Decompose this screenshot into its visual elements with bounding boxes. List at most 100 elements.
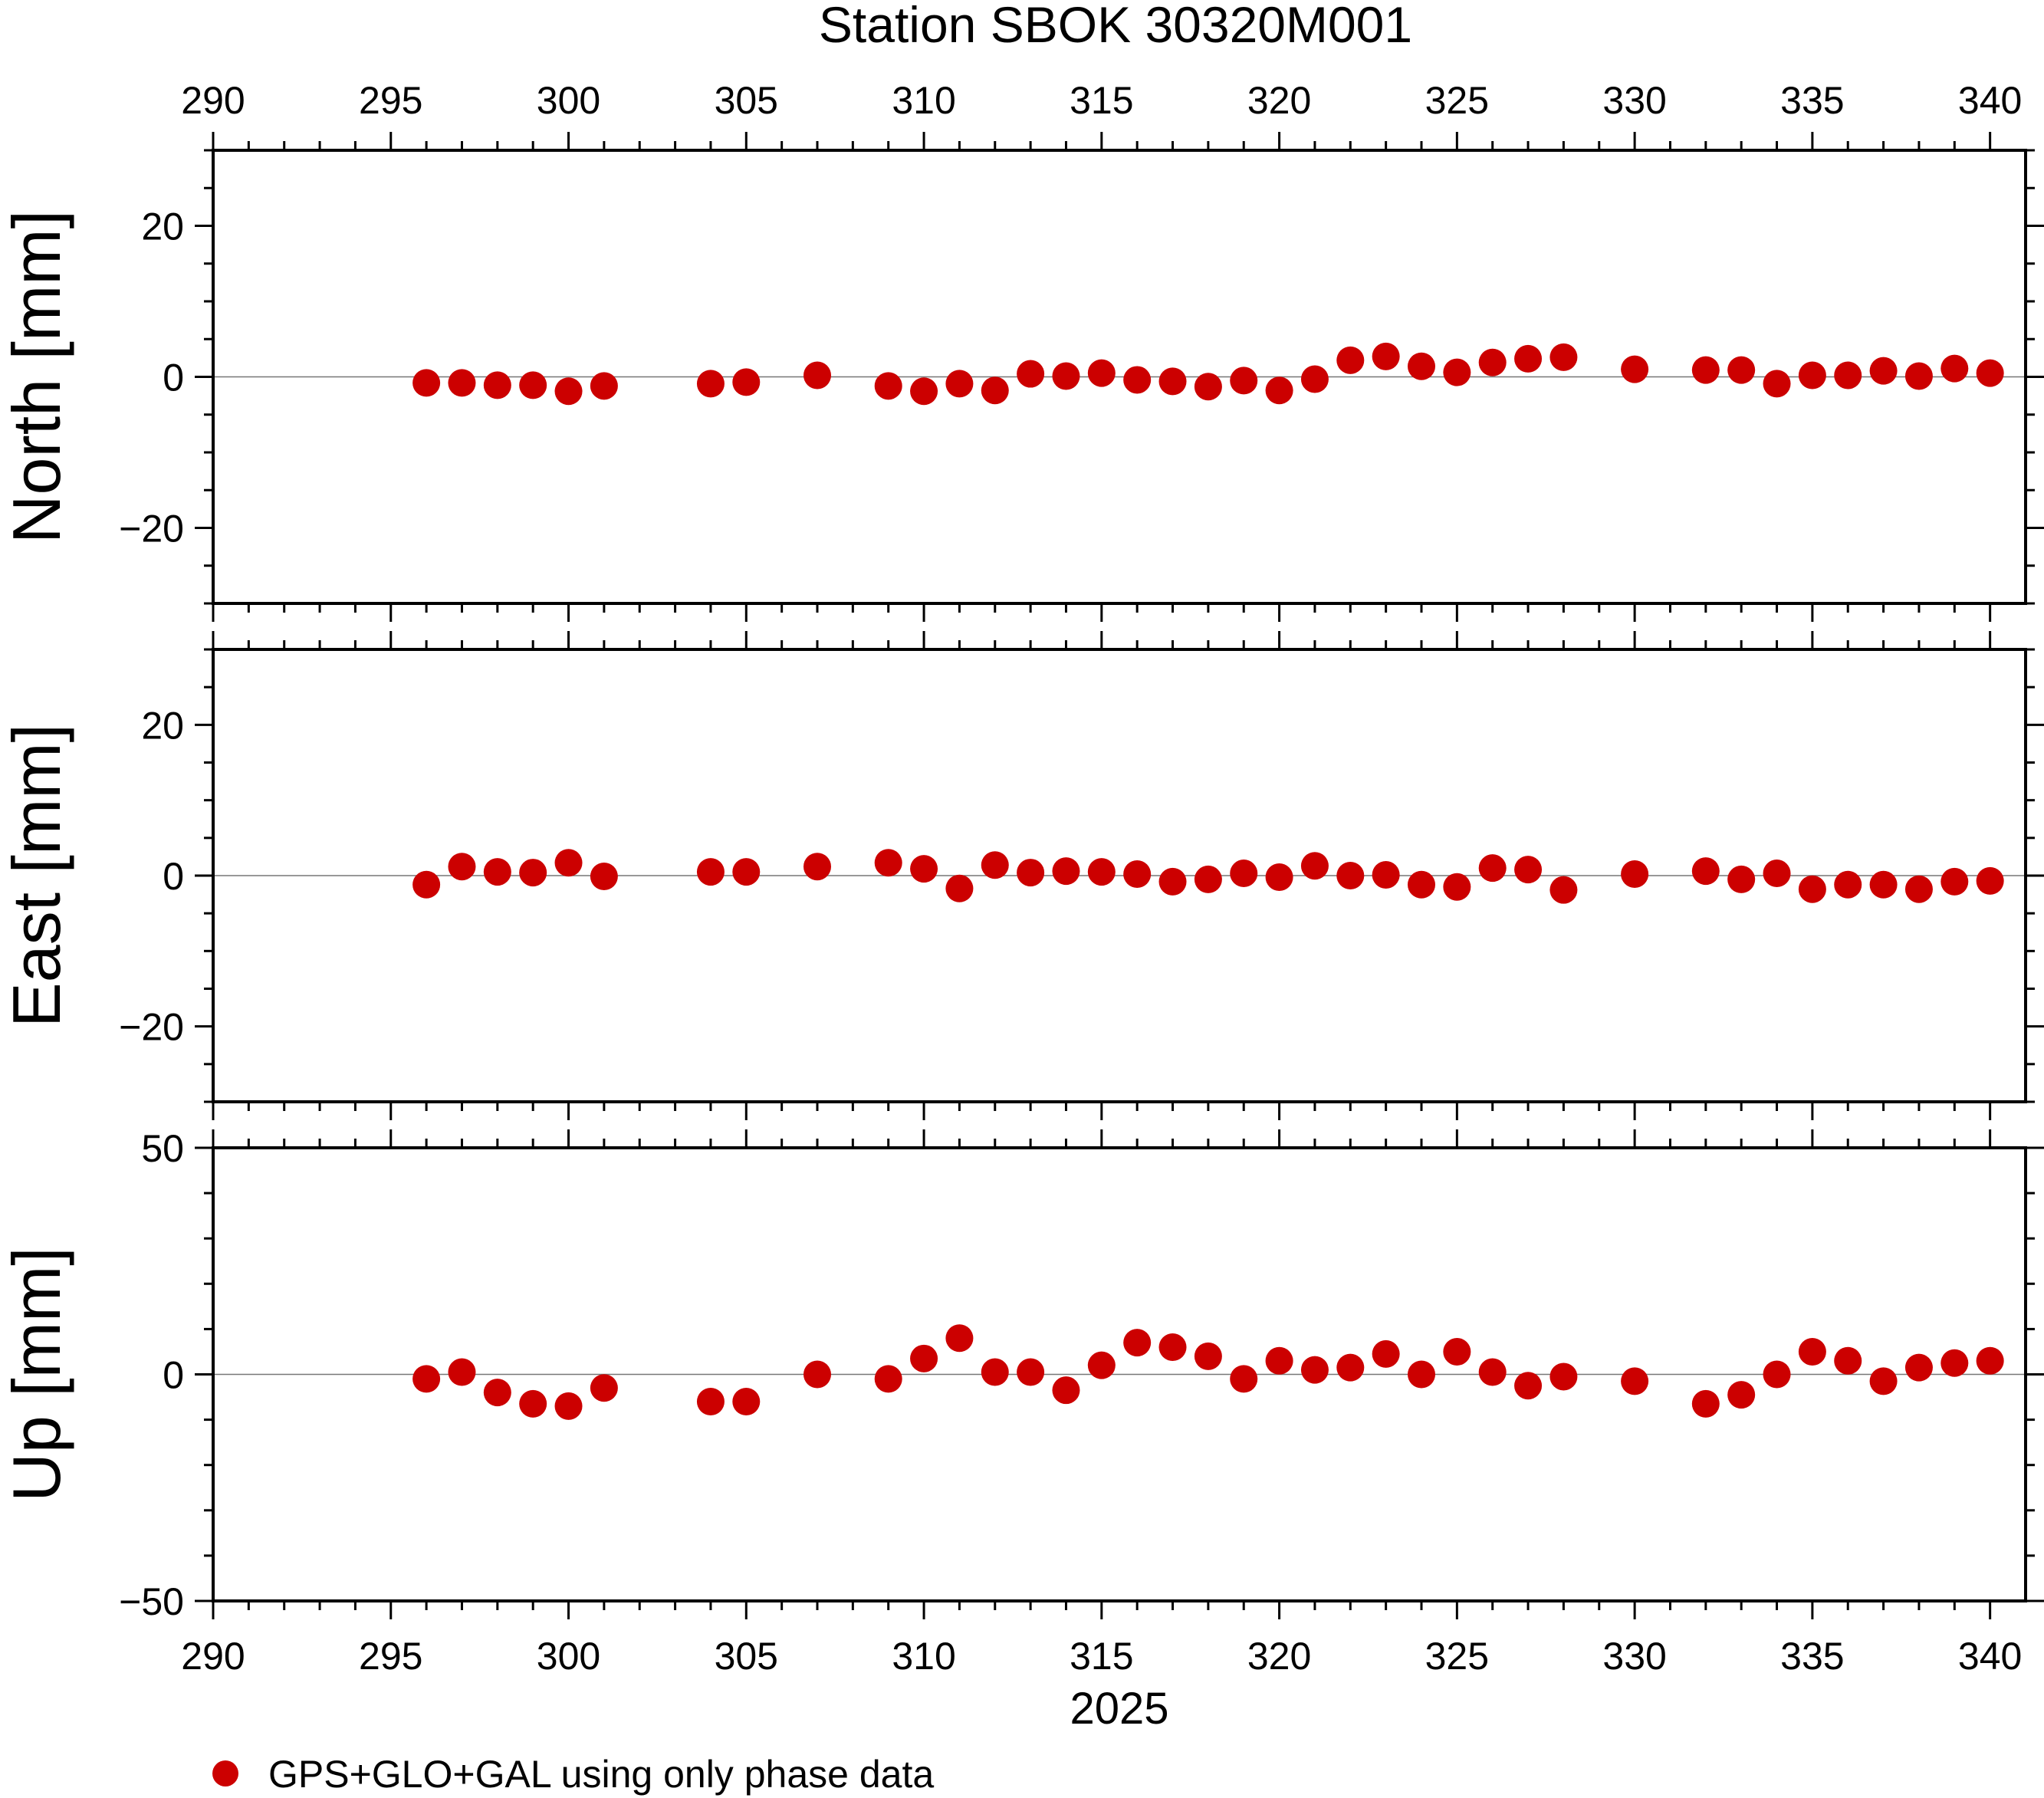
y-axis-title: North [mm] [0,210,74,544]
data-point [1727,865,1756,893]
data-point [874,372,902,400]
data-point [483,371,511,399]
data-point [1976,866,2004,895]
data-point [1158,867,1187,896]
data-point [1443,1337,1471,1366]
data-point [1265,376,1293,405]
data-point [696,1387,725,1415]
data-point [1727,356,1756,384]
data-point [910,1344,938,1372]
y-tick-label: −20 [119,1006,184,1049]
data-point [554,1392,583,1420]
data-point [1940,354,1969,383]
data-point [519,859,547,887]
data-point [732,368,761,396]
data-point [1265,863,1293,891]
data-point [696,858,725,886]
data-point [1549,343,1578,371]
data-point [1834,361,1862,390]
data-point [910,377,938,406]
data-point [1834,1346,1862,1375]
bottom-x-tick-label: 305 [715,1635,778,1678]
y-tick-label: 0 [163,357,184,399]
data-point [1976,1346,2004,1375]
data-point [1372,342,1400,370]
data-point [803,361,831,390]
y-tick-label: 20 [141,205,184,248]
data-point [483,1379,511,1407]
x-axis-title: 2025 [1070,1684,1168,1734]
data-point [1621,1367,1649,1395]
data-point [732,858,761,886]
y-axis-title: East [mm] [0,724,74,1027]
top-x-tick-label: 315 [1070,79,1133,122]
y-tick-label: 0 [163,1354,184,1397]
data-point [1763,370,1791,398]
top-x-tick-label: 330 [1602,79,1666,122]
bottom-x-tick-label: 290 [181,1635,245,1678]
data-point [874,849,902,877]
data-point [1478,854,1507,883]
data-point [945,1324,974,1353]
data-point [412,870,441,899]
data-point [803,1360,831,1389]
data-point [1372,861,1400,889]
data-point [1869,870,1898,899]
data-point [554,377,583,406]
data-point [1123,366,1152,394]
data-point [1052,362,1080,390]
data-point [1265,1346,1293,1375]
bottom-x-tick-label: 320 [1247,1635,1311,1678]
data-point [1798,875,1826,903]
chart-title: Station SBOK 30320M001 [819,0,1412,53]
bottom-x-tick-label: 295 [359,1635,422,1678]
data-point [803,853,831,881]
y-tick-label: −50 [119,1580,184,1623]
data-point [910,855,938,883]
bottom-x-tick-label: 330 [1602,1635,1666,1678]
data-point [1763,860,1791,888]
top-x-tick-label: 300 [537,79,600,122]
data-point [519,371,547,399]
y-tick-label: 0 [163,855,184,898]
data-point [412,369,441,397]
data-points [412,849,2004,904]
data-point [1336,1353,1365,1382]
data-point [1087,858,1116,886]
data-point [1194,373,1222,401]
data-point [1408,1360,1435,1389]
data-point [1763,1360,1791,1389]
data-point [874,1365,902,1393]
top-x-tick-label: 340 [1958,79,2022,122]
data-point [1336,346,1365,374]
data-point [1052,857,1080,886]
legend: GPS+GLO+GAL using only phase data [212,1753,934,1796]
panel-2: 20 0 −20 East [mm] [0,631,2044,1120]
top-x-tick-label: 310 [892,79,955,122]
data-points [412,342,2004,406]
data-point [1976,359,2004,387]
top-x-axis: 290 295 300 305 310 315 320 325 330 335 340 [181,79,2022,150]
data-point [448,853,476,881]
top-x-tick-label: 320 [1247,79,1311,122]
data-point [519,1389,547,1418]
data-point [696,370,725,398]
data-point [1514,856,1543,884]
data-point [1727,1381,1756,1409]
bottom-x-tick-label: 310 [892,1635,955,1678]
data-point [1549,1362,1578,1391]
top-x-tick-label: 335 [1780,79,1844,122]
data-point [1158,367,1187,396]
bottom-x-tick-label: 325 [1425,1635,1489,1678]
data-point [1691,1389,1720,1418]
data-point [1123,860,1152,889]
data-point [1300,365,1329,393]
top-x-tick-label: 305 [715,79,778,122]
data-point [1017,1358,1045,1386]
data-point [1621,860,1649,889]
legend-label: GPS+GLO+GAL using only phase data [268,1753,934,1796]
data-point [1514,1372,1543,1400]
data-point [1408,352,1435,380]
data-point [1300,1356,1329,1384]
